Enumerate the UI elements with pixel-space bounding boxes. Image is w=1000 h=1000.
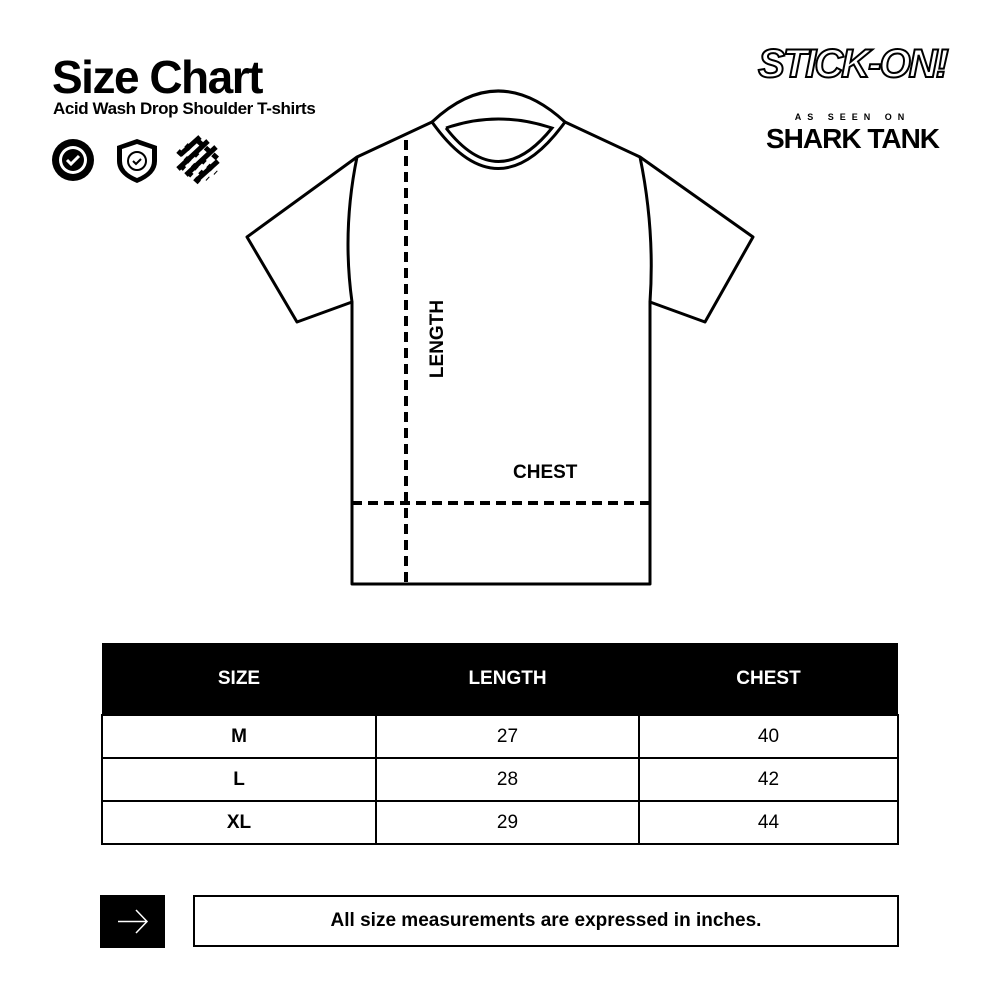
units-note: All size measurements are expressed in i… [193, 895, 899, 947]
chest-label: CHEST [513, 462, 578, 483]
table-row: L 28 42 [101, 757, 899, 802]
header-length: LENGTH [376, 643, 639, 715]
size-cell: L [101, 757, 377, 802]
badge-icons [52, 135, 220, 185]
brand-logo: STICK-ON! AS SEEN ON SHARK TANK [755, 41, 950, 154]
arrow-right-icon [118, 909, 149, 934]
length-label: LENGTH [427, 299, 448, 379]
header-chest: CHEST [639, 643, 898, 715]
table-header-row: SIZE LENGTH CHEST [102, 643, 898, 715]
size-cell: XL [101, 800, 377, 845]
table-row: M 27 40 [101, 714, 899, 759]
page-title: Size Chart [52, 51, 263, 103]
size-cell: M [101, 714, 377, 759]
chest-cell: 42 [638, 757, 899, 802]
length-cell: 28 [375, 757, 640, 802]
table-row: XL 29 44 [101, 800, 899, 845]
length-cell: 29 [375, 800, 640, 845]
header-size: SIZE [102, 643, 376, 715]
shark-tank-logo: SHARK TANK [765, 123, 940, 154]
verified-badge-icon [52, 139, 94, 181]
page-subtitle: Acid Wash Drop Shoulder T-shirts [53, 99, 316, 118]
tshirt-diagram [245, 89, 755, 586]
size-table: SIZE LENGTH CHEST M 27 40 L 28 42 XL 29 … [101, 643, 899, 845]
chest-cell: 40 [638, 714, 899, 759]
arrow-box [100, 895, 165, 948]
fabric-weave-icon [176, 135, 220, 185]
shield-check-icon [117, 139, 157, 183]
tagline: AS SEEN ON [794, 112, 911, 122]
stick-on-logo: STICK-ON! [757, 41, 950, 87]
length-cell: 27 [375, 714, 640, 759]
chest-cell: 44 [638, 800, 899, 845]
